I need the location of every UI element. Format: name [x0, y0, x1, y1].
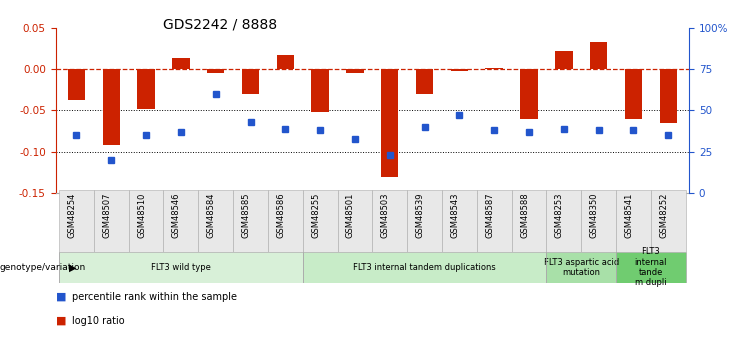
Text: ■: ■: [56, 316, 66, 326]
Bar: [485, 68, 503, 69]
FancyBboxPatch shape: [59, 252, 303, 283]
Text: FLT3 wild type: FLT3 wild type: [151, 263, 211, 272]
Text: genotype/variation: genotype/variation: [0, 263, 86, 272]
Bar: [207, 69, 225, 73]
Text: GSM48546: GSM48546: [172, 193, 181, 238]
Bar: [311, 69, 329, 112]
FancyBboxPatch shape: [581, 190, 616, 252]
FancyBboxPatch shape: [616, 252, 685, 283]
Bar: [416, 69, 433, 94]
FancyBboxPatch shape: [233, 190, 268, 252]
FancyBboxPatch shape: [616, 190, 651, 252]
Text: ■: ■: [56, 292, 66, 302]
Bar: [172, 58, 190, 69]
Text: GSM48586: GSM48586: [276, 193, 285, 238]
Text: GSM48543: GSM48543: [451, 193, 459, 238]
FancyBboxPatch shape: [199, 190, 233, 252]
Bar: [137, 69, 155, 109]
Text: GSM48585: GSM48585: [242, 193, 250, 238]
FancyBboxPatch shape: [546, 252, 616, 283]
FancyBboxPatch shape: [372, 190, 407, 252]
FancyBboxPatch shape: [129, 190, 164, 252]
Text: GSM48541: GSM48541: [625, 193, 634, 238]
FancyBboxPatch shape: [268, 190, 303, 252]
Text: GSM48510: GSM48510: [137, 193, 146, 238]
Text: GDS2242 / 8888: GDS2242 / 8888: [163, 17, 277, 31]
Text: FLT3 internal tandem duplications: FLT3 internal tandem duplications: [353, 263, 496, 272]
Text: GSM48350: GSM48350: [590, 193, 599, 238]
FancyBboxPatch shape: [303, 252, 546, 283]
Text: GSM48254: GSM48254: [67, 193, 76, 238]
Text: GSM48588: GSM48588: [520, 193, 529, 238]
Text: GSM48252: GSM48252: [659, 193, 668, 238]
Text: ▶: ▶: [69, 263, 76, 272]
FancyBboxPatch shape: [546, 190, 581, 252]
Bar: [346, 69, 364, 73]
Text: GSM48253: GSM48253: [555, 193, 564, 238]
Text: log10 ratio: log10 ratio: [72, 316, 124, 326]
Text: GSM48587: GSM48587: [485, 193, 494, 238]
Bar: [242, 69, 259, 94]
Text: GSM48539: GSM48539: [416, 193, 425, 238]
Bar: [659, 69, 677, 123]
FancyBboxPatch shape: [511, 190, 546, 252]
FancyBboxPatch shape: [651, 190, 685, 252]
FancyBboxPatch shape: [338, 190, 372, 252]
Text: GSM48584: GSM48584: [207, 193, 216, 238]
Bar: [555, 51, 573, 69]
Bar: [451, 69, 468, 71]
FancyBboxPatch shape: [442, 190, 476, 252]
Text: GSM48255: GSM48255: [311, 193, 320, 238]
Text: percentile rank within the sample: percentile rank within the sample: [72, 292, 237, 302]
Text: GSM48501: GSM48501: [346, 193, 355, 238]
FancyBboxPatch shape: [303, 190, 338, 252]
Bar: [590, 42, 608, 69]
Bar: [625, 69, 642, 119]
Bar: [381, 69, 399, 177]
FancyBboxPatch shape: [476, 190, 511, 252]
Bar: [67, 69, 85, 100]
FancyBboxPatch shape: [59, 190, 94, 252]
FancyBboxPatch shape: [407, 190, 442, 252]
Text: GSM48507: GSM48507: [102, 193, 111, 238]
Text: FLT3 aspartic acid
mutation: FLT3 aspartic acid mutation: [544, 258, 619, 277]
Bar: [520, 69, 538, 119]
Text: GSM48503: GSM48503: [381, 193, 390, 238]
FancyBboxPatch shape: [164, 190, 199, 252]
Text: FLT3
internal
tande
m dupli: FLT3 internal tande m dupli: [634, 247, 667, 287]
FancyBboxPatch shape: [94, 190, 129, 252]
Bar: [276, 55, 294, 69]
Bar: [102, 69, 120, 145]
